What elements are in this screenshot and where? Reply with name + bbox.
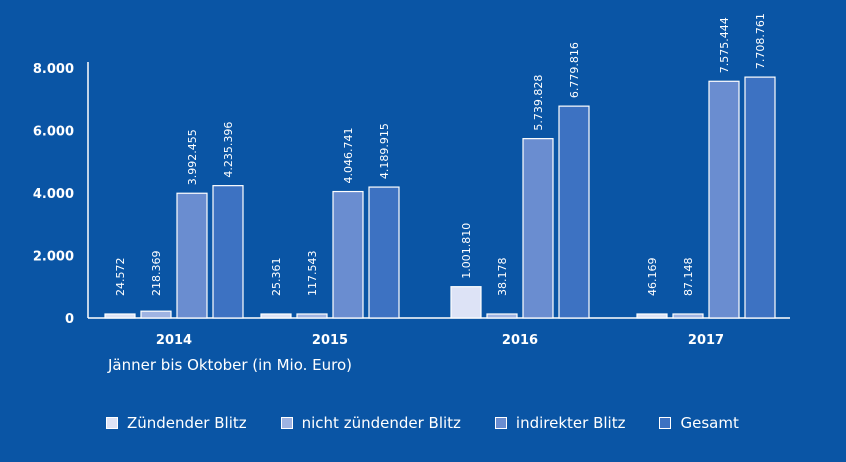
legend-label: Gesamt <box>680 414 739 432</box>
bar <box>296 313 328 319</box>
data-label: 7.575.444 <box>718 17 731 73</box>
bar <box>368 186 400 319</box>
bar <box>636 313 668 319</box>
y-tick-label: 0 <box>65 312 74 327</box>
legend-label: Zündender Blitz <box>127 414 247 432</box>
data-label: 6.779.816 <box>568 42 581 98</box>
data-label: 218.369 <box>150 251 163 297</box>
y-tick-label: 4.000 <box>33 187 74 202</box>
bar <box>558 105 590 319</box>
x-tick-label: 2014 <box>156 333 192 348</box>
y-tick-label: 8.000 <box>33 62 74 77</box>
legend-label: nicht zündender Blitz <box>301 414 461 432</box>
bar <box>104 313 136 319</box>
data-label: 25.361 <box>270 258 283 297</box>
data-label: 87.148 <box>682 258 695 297</box>
bar <box>708 80 740 319</box>
x-tick-label: 2015 <box>312 333 348 348</box>
bar <box>212 185 244 319</box>
data-label: 3.992.455 <box>186 129 199 185</box>
legend-swatch <box>494 417 507 429</box>
bar <box>176 192 208 319</box>
data-label: 46.169 <box>646 258 659 297</box>
bar <box>450 286 482 319</box>
data-label: 7.708.761 <box>754 13 767 69</box>
data-label: 24.572 <box>114 258 127 297</box>
x-tick-label: 2017 <box>688 333 724 348</box>
legend-item: indirekter Blitz <box>494 414 626 432</box>
data-label: 38.178 <box>496 258 509 297</box>
bar <box>744 76 776 319</box>
legend: Zündender Blitz nicht zündender Blitz indi… <box>106 414 773 432</box>
bar <box>260 313 292 319</box>
legend-label: indirekter Blitz <box>515 414 626 432</box>
data-label: 4.046.741 <box>342 128 355 184</box>
y-tick-label: 6.000 <box>33 125 74 140</box>
data-label: 4.189.915 <box>378 123 391 179</box>
data-label: 4.235.396 <box>222 122 235 178</box>
legend-swatch <box>659 417 672 429</box>
bar <box>332 190 364 319</box>
bar <box>522 138 554 319</box>
legend-item: Zündender Blitz <box>106 414 247 432</box>
bar <box>672 313 704 319</box>
data-label: 1.001.810 <box>460 223 473 279</box>
legend-swatch <box>280 417 293 429</box>
bar <box>140 310 172 319</box>
x-axis-label: Jänner bis Oktober (in Mio. Euro) <box>108 356 353 374</box>
bar <box>486 313 518 319</box>
data-label: 5.739.828 <box>532 75 545 131</box>
legend-swatch <box>106 417 118 429</box>
y-tick-label: 2.000 <box>33 250 74 265</box>
legend-item: nicht zündender Blitz <box>280 414 461 432</box>
legend-item: Gesamt <box>659 414 739 432</box>
x-tick-label: 2016 <box>502 333 538 348</box>
data-label: 117.543 <box>306 251 319 297</box>
